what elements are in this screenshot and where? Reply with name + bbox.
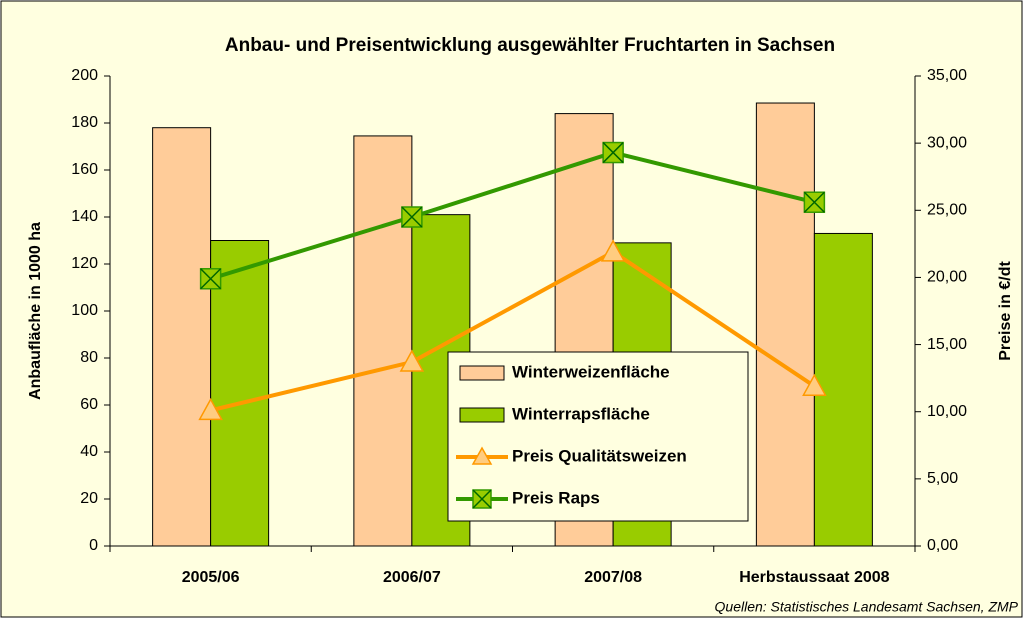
y2-axis-label: Preise in €/dt — [997, 261, 1014, 361]
bar — [152, 127, 212, 547]
line-marker — [602, 141, 624, 164]
y-tick-label: 40 — [80, 443, 98, 460]
y2-tick-label: 35,00 — [927, 67, 967, 84]
line-marker — [401, 206, 423, 228]
line-series — [210, 249, 816, 413]
line-marker — [802, 373, 827, 396]
y2-tick-label: 20,00 — [927, 269, 967, 286]
line-marker — [399, 349, 425, 372]
y2-tick-label: 0,00 — [927, 537, 958, 554]
line-marker — [199, 268, 222, 290]
y-tick-label: 20 — [80, 490, 98, 507]
legend-label: Winterrapsfläche — [512, 404, 650, 423]
legend-label: Preis Qualitätsweizen — [512, 446, 687, 465]
source-note: Quellen: Statistisches Landesamt Sachsen… — [715, 599, 1019, 615]
bar — [755, 102, 815, 547]
y2-tick-label: 5,00 — [927, 470, 958, 487]
x-tick-label: 2005/06 — [182, 569, 240, 586]
y-tick-label: 0 — [89, 537, 98, 554]
line-marker — [803, 191, 826, 213]
y-tick-label: 140 — [71, 208, 98, 225]
y2-tick-label: 30,00 — [927, 134, 967, 151]
chart-title: Anbau- und Preisentwicklung ausgewählter… — [225, 35, 835, 56]
legend-label: Winterweizenfläche — [512, 362, 670, 381]
x-tick-label: Herbstaussaat 2008 — [739, 569, 889, 586]
bar — [813, 232, 873, 547]
y-tick-label: 160 — [71, 161, 98, 178]
bar — [353, 135, 413, 547]
y-tick-label: 180 — [71, 114, 98, 131]
line-series — [210, 150, 815, 281]
y2-tick-label: 10,00 — [927, 403, 967, 420]
legend-marker — [472, 489, 492, 509]
x-tick-label: 2007/08 — [584, 569, 642, 586]
y-tick-label: 60 — [80, 396, 98, 413]
line-marker — [198, 397, 223, 421]
y-tick-label: 80 — [80, 349, 98, 366]
y-axis-label: Anbaufläche in 1000 ha — [27, 222, 44, 400]
legend-marker — [471, 446, 493, 465]
y-tick-label: 200 — [71, 67, 98, 84]
legend-swatch — [459, 407, 505, 423]
line-marker — [600, 239, 626, 262]
x-tick-label: 2006/07 — [383, 569, 441, 586]
y-tick-label: 120 — [71, 255, 98, 272]
y-tick-label: 100 — [71, 302, 98, 319]
bar — [210, 240, 270, 547]
y2-tick-label: 25,00 — [927, 202, 967, 219]
legend-label: Preis Raps — [512, 488, 600, 507]
legend-swatch — [459, 365, 505, 381]
y2-tick-label: 15,00 — [927, 336, 967, 353]
